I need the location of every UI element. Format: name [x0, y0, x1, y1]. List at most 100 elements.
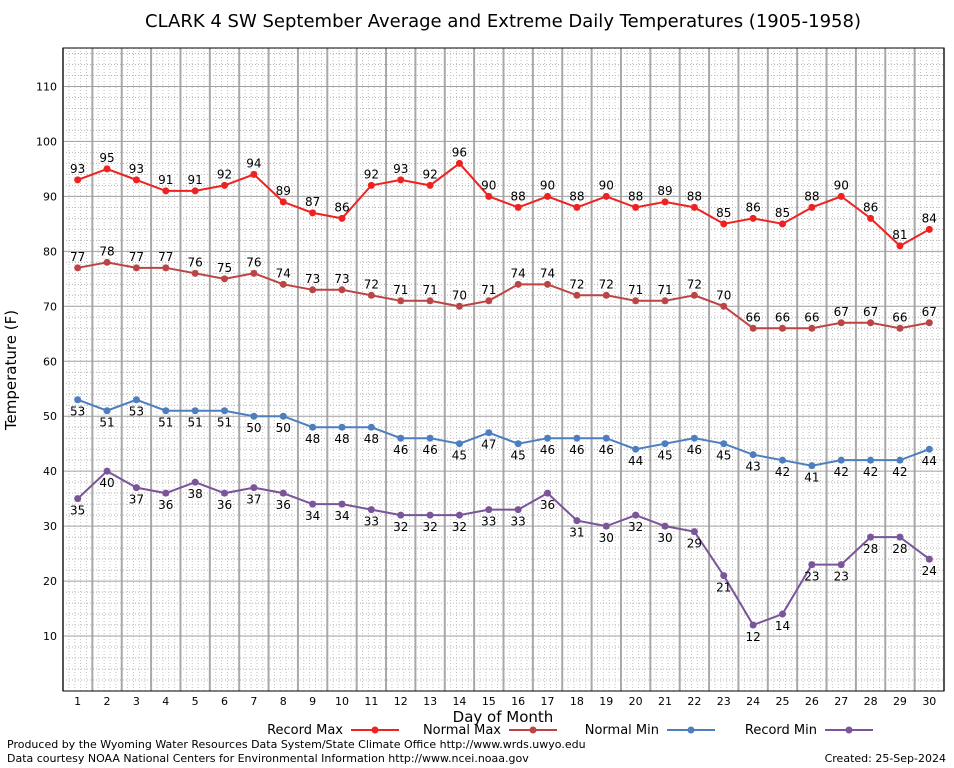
data-point	[690, 291, 698, 299]
x-tick-label: 24	[746, 695, 760, 708]
x-tick-label: 10	[335, 695, 349, 708]
data-point	[338, 214, 346, 222]
legend-marker	[529, 726, 537, 734]
data-label: 75	[217, 261, 232, 275]
data-point	[925, 555, 933, 563]
data-point	[690, 528, 698, 536]
data-label: 45	[452, 449, 467, 463]
data-label: 42	[863, 465, 878, 479]
data-label: 35	[70, 504, 85, 518]
data-point	[250, 484, 258, 492]
data-point	[837, 561, 845, 569]
y-tick-label: 30	[43, 520, 57, 533]
data-label: 66	[892, 310, 907, 324]
data-label: 95	[99, 151, 114, 165]
data-label: 46	[422, 443, 437, 457]
data-point	[837, 456, 845, 464]
data-label: 94	[246, 156, 261, 170]
data-point	[925, 225, 933, 233]
footer-created-date: Created: 25-Sep-2024	[824, 752, 946, 765]
data-point	[778, 610, 786, 618]
data-label: 74	[540, 266, 555, 280]
data-point	[778, 456, 786, 464]
x-tick-label: 9	[309, 695, 316, 708]
data-label: 90	[599, 178, 614, 192]
x-tick-label: 12	[394, 695, 408, 708]
data-label: 31	[569, 526, 584, 540]
data-point	[485, 506, 493, 514]
data-label: 88	[687, 189, 702, 203]
data-label: 42	[834, 465, 849, 479]
data-point	[896, 456, 904, 464]
data-label: 44	[922, 454, 937, 468]
data-point	[867, 214, 875, 222]
data-point	[309, 209, 317, 217]
data-label: 88	[804, 189, 819, 203]
data-point	[221, 181, 229, 189]
data-point	[632, 297, 640, 305]
data-label: 78	[99, 244, 114, 258]
data-point	[661, 198, 669, 206]
legend-label: Record Min	[745, 723, 817, 738]
plot-frame	[62, 47, 945, 692]
data-point	[162, 187, 170, 195]
data-point	[720, 220, 728, 228]
data-point	[808, 462, 816, 470]
x-tick-label: 16	[511, 695, 525, 708]
data-point	[162, 264, 170, 272]
data-point	[573, 291, 581, 299]
data-label: 66	[745, 310, 760, 324]
data-label: 46	[569, 443, 584, 457]
footer-data-courtesy: Data courtesy NOAA National Centers for …	[7, 752, 529, 765]
data-point	[426, 181, 434, 189]
data-label: 70	[452, 288, 467, 302]
data-point	[426, 434, 434, 442]
data-point	[808, 561, 816, 569]
data-point	[191, 407, 199, 415]
data-point	[544, 280, 552, 288]
x-axis-label: Day of Month	[453, 708, 554, 726]
x-tick-label: 20	[629, 695, 643, 708]
data-label: 37	[129, 493, 144, 507]
data-point	[191, 187, 199, 195]
data-point	[778, 220, 786, 228]
y-tick-label: 70	[43, 300, 57, 313]
data-point	[749, 324, 757, 332]
data-label: 74	[511, 266, 526, 280]
data-label: 93	[129, 162, 144, 176]
data-label: 30	[599, 531, 614, 545]
x-tick-label: 1	[74, 695, 81, 708]
x-tick-label: 27	[834, 695, 848, 708]
x-tick-label: 13	[423, 695, 437, 708]
data-point	[573, 203, 581, 211]
data-point	[279, 489, 287, 497]
data-point	[397, 176, 405, 184]
y-tick-label: 10	[43, 630, 57, 643]
data-point	[309, 423, 317, 431]
data-point	[573, 434, 581, 442]
data-point	[221, 275, 229, 283]
data-point	[514, 203, 522, 211]
data-point	[632, 203, 640, 211]
x-tick-label: 21	[658, 695, 672, 708]
data-point	[103, 407, 111, 415]
y-tick-label: 60	[43, 355, 57, 368]
data-label: 41	[804, 471, 819, 485]
y-tick-label: 50	[43, 410, 57, 423]
data-label: 24	[922, 564, 937, 578]
data-point	[74, 396, 82, 404]
data-label: 67	[922, 305, 937, 319]
data-point	[661, 297, 669, 305]
data-label: 51	[217, 416, 232, 430]
data-point	[74, 495, 82, 503]
data-label: 73	[305, 272, 320, 286]
data-point	[367, 291, 375, 299]
data-point	[338, 286, 346, 294]
data-point	[690, 203, 698, 211]
data-point	[338, 423, 346, 431]
data-label: 77	[70, 250, 85, 264]
data-point	[514, 440, 522, 448]
data-label: 46	[599, 443, 614, 457]
data-point	[132, 176, 140, 184]
legend-marker	[845, 726, 853, 734]
